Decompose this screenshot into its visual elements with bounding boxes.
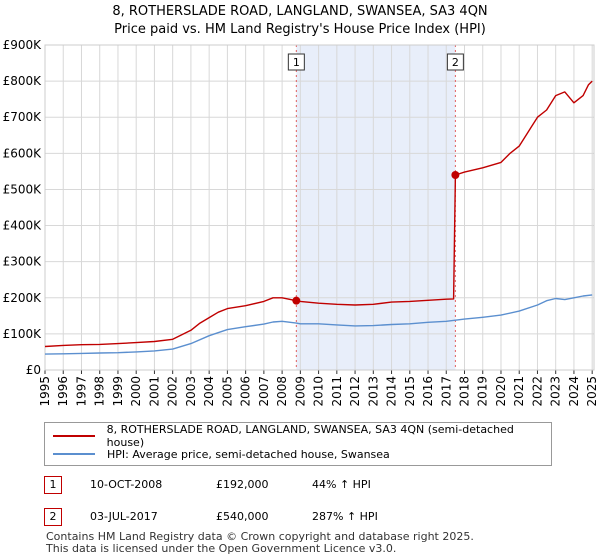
sale-price: £192,000: [216, 478, 269, 491]
x-tick-label: 1996: [56, 376, 70, 407]
sale-label-box-2: [446, 53, 464, 71]
x-tick-label: 2018: [458, 376, 472, 407]
legend-label-property: 8, ROTHERSLADE ROAD, LANGLAND, SWANSEA, …: [106, 423, 514, 449]
x-tick-label: 2000: [129, 376, 143, 407]
y-tick-label: £200K: [3, 291, 43, 305]
x-tick-label: 2013: [366, 376, 380, 407]
x-tick-label: 2006: [239, 376, 253, 407]
sale-label-1: 1: [293, 56, 300, 69]
x-tick-label: 2009: [293, 376, 307, 407]
legend-line-hpi: [53, 453, 95, 455]
y-tick-label: £900K: [3, 38, 43, 52]
y-tick-label: £100K: [3, 327, 43, 341]
shaded-ownership-range: [296, 45, 456, 370]
sale-date: 10-OCT-2008: [90, 478, 163, 491]
x-tick-label: 2021: [512, 376, 526, 407]
y-tick-label: £500K: [3, 182, 43, 196]
x-tick-label: 2025: [585, 376, 599, 407]
legend-item-property: 8, ROTHERSLADE ROAD, LANGLAND, SWANSEA, …: [53, 423, 551, 449]
sale-number-badge: 2: [44, 508, 62, 526]
y-tick-label: £600K: [3, 146, 43, 160]
chart-legend: 8, ROTHERSLADE ROAD, LANGLAND, SWANSEA, …: [44, 422, 552, 466]
x-tick-label: 2022: [530, 376, 544, 407]
x-tick-label: 2023: [549, 376, 563, 407]
legend-item-hpi: HPI: Average price, semi-detached house,…: [53, 447, 390, 461]
legend-label-hpi: HPI: Average price, semi-detached house,…: [107, 447, 390, 461]
x-tick-label: 2008: [275, 376, 289, 407]
x-tick-label: 2024: [567, 376, 581, 407]
y-tick-label: £400K: [3, 219, 43, 233]
legend-line-property: [53, 435, 95, 437]
price-chart: £0 £100K £200K £300K £400K £500K £600K £700K £80…: [3, 38, 600, 407]
sale-label-box-1: [287, 53, 305, 71]
x-tick-label: 2014: [385, 376, 399, 407]
sale-number-badge: 1: [44, 476, 62, 494]
x-tick-label: 2019: [476, 376, 490, 407]
chart-subtitle: Price paid vs. HM Land Registry's House …: [114, 22, 486, 37]
y-tick-label: £0: [26, 363, 41, 377]
x-tick-label: 2007: [257, 376, 271, 407]
x-tick-label: 2020: [494, 376, 508, 407]
property-price-line: [44, 80, 593, 348]
sale-date: 03-JUL-2017: [90, 510, 158, 523]
x-tick-label: 1995: [38, 376, 52, 407]
y-tick-label: £300K: [3, 255, 43, 269]
x-tick-label: 2001: [147, 376, 161, 407]
footer-license: This data is licensed under the Open Gov…: [46, 542, 397, 555]
sale-row-2: 2 03-JUL-2017 £540,000 287% ↑ HPI: [40, 508, 560, 530]
chart-title: 8, ROTHERSLADE ROAD, LANGLAND, SWANSEA, …: [112, 4, 488, 19]
x-tick-label: 2010: [312, 376, 326, 407]
x-tick-label: 2017: [439, 376, 453, 407]
sale-point-2: [451, 171, 460, 179]
x-tick-label: 2011: [330, 376, 344, 407]
x-tick-label: 2012: [348, 376, 362, 407]
y-tick-label: £700K: [3, 110, 43, 124]
footer-copyright: Contains HM Land Registry data © Crown c…: [46, 530, 474, 543]
hpi-line: [44, 294, 593, 355]
x-tick-label: 1999: [111, 376, 125, 407]
sale-hpi-change: 44% ↑ HPI: [312, 478, 371, 491]
x-tick-label: 1997: [74, 376, 88, 407]
sale-label-2: 2: [452, 56, 459, 69]
y-tick-label: £800K: [3, 74, 43, 88]
x-tick-label: 1998: [93, 376, 107, 407]
x-tick-label: 2002: [166, 376, 180, 407]
x-tick-label: 2016: [421, 376, 435, 407]
sale-point-1: [292, 296, 301, 305]
plot-frame: [44, 44, 595, 371]
x-tick-label: 2004: [202, 376, 216, 407]
sale-row-1: 1 10-OCT-2008 £192,000 44% ↑ HPI: [40, 476, 560, 498]
x-tick-label: 2003: [184, 376, 198, 407]
sale-price: £540,000: [216, 510, 269, 523]
x-tick-label: 2005: [220, 376, 234, 407]
sale-hpi-change: 287% ↑ HPI: [312, 510, 378, 523]
x-tick-label: 2015: [403, 376, 417, 407]
